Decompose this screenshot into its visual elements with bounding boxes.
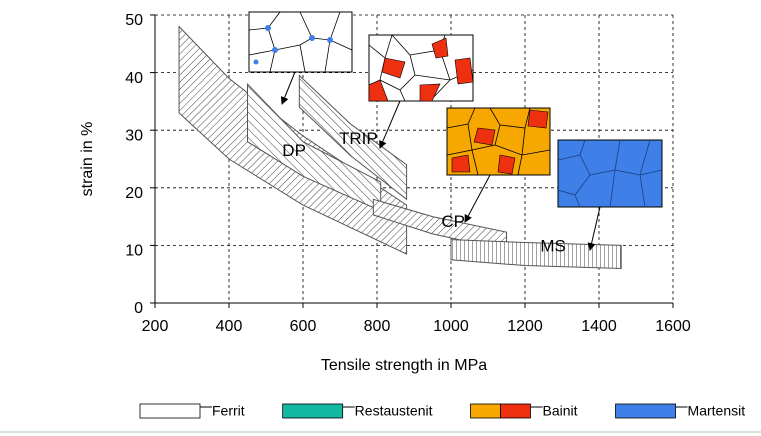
x-tick-label: 800 <box>364 318 391 335</box>
x-tick-label: 1600 <box>655 318 691 335</box>
x-tick-label: 200 <box>142 318 169 335</box>
band-label: DP <box>282 141 306 160</box>
x-tick-label: 600 <box>290 318 317 335</box>
band-label: CP <box>441 212 465 231</box>
y-tick-label: 0 <box>134 300 143 317</box>
page: 200 400 600 800 1000 1200 1400 1600 0 10 20 30 40 50 T… <box>0 0 761 436</box>
x-tick-label: 1000 <box>433 318 469 335</box>
legend-label: Bainit <box>543 403 578 419</box>
y-tick-label: 10 <box>125 243 143 260</box>
legend-label: Ferrit <box>212 403 245 419</box>
y-tick-label: 40 <box>125 70 143 87</box>
band-label: MS <box>540 236 566 255</box>
y-tick-label: 20 <box>125 185 143 202</box>
chart: 200 400 600 800 1000 1200 1400 1600 0 10 20 30 40 50 T… <box>0 0 761 436</box>
y-tick-label: 50 <box>125 12 143 29</box>
legend-swatch <box>283 404 343 418</box>
x-axis-label: Tensile strength in MPa <box>321 357 487 374</box>
y-axis-label: strain in % <box>79 122 96 197</box>
x-tick-label: 400 <box>216 318 243 335</box>
x-tick-label: 1200 <box>507 318 543 335</box>
x-tick-label: 1400 <box>581 318 617 335</box>
legend-label: Martensit <box>688 403 746 419</box>
legend-swatch <box>616 404 676 418</box>
band <box>451 240 621 269</box>
bainite-inset <box>447 108 550 222</box>
martensite-inset <box>558 140 662 250</box>
legend-label: Restaustenit <box>355 403 433 419</box>
legend-swatch <box>501 404 531 418</box>
y-tick-label: 30 <box>125 127 143 144</box>
legend-swatch <box>471 404 501 418</box>
legend-swatch <box>140 404 200 418</box>
band-label: TRIP <box>339 129 378 148</box>
